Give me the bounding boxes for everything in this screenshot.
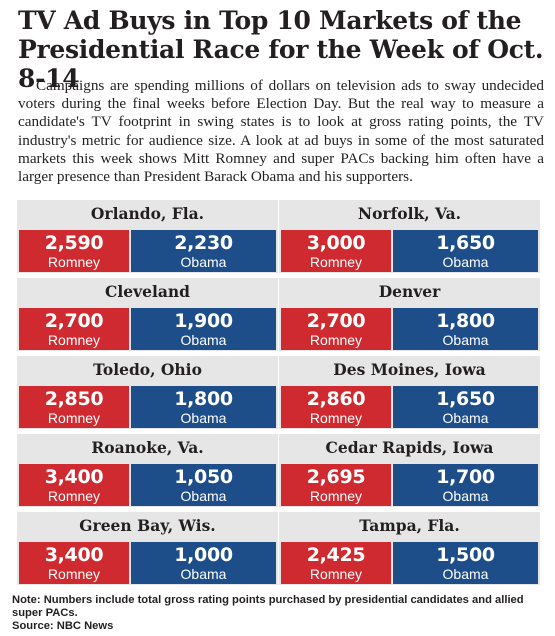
obama-value: 1,050: [174, 466, 233, 488]
romney-label: Romney: [47, 332, 101, 348]
obama-box: 1,000 Obama: [131, 542, 276, 584]
source-text: Source: NBC News: [12, 620, 114, 632]
obama-value: 1,500: [436, 544, 495, 566]
obama-value: 1,800: [174, 388, 233, 410]
obama-value: 1,700: [436, 466, 495, 488]
obama-box: 1,500 Obama: [393, 542, 538, 584]
market-name: Tampa, Fla.: [359, 516, 460, 535]
romney-value: 3,400: [44, 544, 104, 566]
romney-box: 2,860 Romney: [281, 386, 391, 428]
market-name: Toledo, Ohio: [93, 360, 202, 379]
romney-box: 2,850 Romney: [19, 386, 129, 428]
obama-value: 1,900: [174, 310, 233, 332]
obama-value: 2,230: [174, 232, 233, 254]
obama-label: Obama: [442, 566, 489, 582]
market-panel: Des Moines, Iowa 2,860 Romney 1,650 Obama: [279, 356, 540, 429]
romney-value: 2,590: [44, 232, 104, 254]
romney-value: 2,700: [44, 310, 104, 332]
obama-label: Obama: [180, 566, 227, 582]
obama-label: Obama: [180, 488, 227, 504]
market-name: Denver: [378, 282, 441, 301]
footnote: Note: Numbers include total gross rating…: [12, 594, 552, 633]
romney-box: 2,590 Romney: [19, 230, 129, 272]
market-name: Cleveland: [105, 282, 190, 301]
note-text: Note: Numbers include total gross rating…: [12, 594, 524, 619]
romney-label: Romney: [309, 254, 363, 270]
obama-label: Obama: [180, 254, 227, 270]
market-name: Orlando, Fla.: [90, 204, 205, 223]
romney-box: 3,400 Romney: [19, 542, 129, 584]
obama-box: 1,800 Obama: [393, 308, 538, 350]
romney-box: 2,425 Romney: [281, 542, 391, 584]
market-name: Cedar Rapids, Iowa: [325, 438, 494, 457]
markets-grid: Orlando, Fla. 2,590 Romney 2,230 Obama Norfol…: [0, 200, 555, 590]
obama-label: Obama: [180, 410, 227, 426]
market-panel: Norfolk, Va. 3,000 Romney 1,650 Obama: [279, 200, 540, 273]
obama-value: 1,000: [174, 544, 233, 566]
market-panel: Tampa, Fla. 2,425 Romney 1,500 Obama: [279, 512, 540, 585]
obama-box: 1,900 Obama: [131, 308, 276, 350]
market-panel: Cleveland 2,700 Romney 1,900 Obama: [17, 278, 278, 351]
romney-label: Romney: [309, 566, 363, 582]
romney-label: Romney: [309, 488, 363, 504]
romney-value: 2,860: [306, 388, 366, 410]
obama-value: 1,650: [436, 232, 495, 254]
obama-label: Obama: [442, 488, 489, 504]
romney-label: Romney: [47, 254, 101, 270]
obama-label: Obama: [442, 254, 489, 270]
obama-box: 1,650 Obama: [393, 230, 538, 272]
romney-box: 3,400 Romney: [19, 464, 129, 506]
market-panel: Orlando, Fla. 2,590 Romney 2,230 Obama: [17, 200, 278, 273]
obama-box: 2,230 Obama: [131, 230, 276, 272]
romney-value: 2,425: [306, 544, 366, 566]
market-name: Roanoke, Va.: [91, 438, 204, 457]
obama-value: 1,650: [436, 388, 495, 410]
market-name: Des Moines, Iowa: [333, 360, 486, 379]
romney-label: Romney: [47, 566, 101, 582]
romney-box: 2,695 Romney: [281, 464, 391, 506]
intro-paragraph: Campaigns are spending millions of dolla…: [18, 77, 544, 186]
romney-label: Romney: [309, 332, 363, 348]
romney-label: Romney: [47, 410, 101, 426]
romney-box: 2,700 Romney: [19, 308, 129, 350]
market-panel: Cedar Rapids, Iowa 2,695 Romney 1,700 Obama: [279, 434, 540, 507]
romney-value: 2,695: [306, 466, 366, 488]
obama-box: 1,650 Obama: [393, 386, 538, 428]
romney-value: 2,700: [306, 310, 366, 332]
romney-box: 2,700 Romney: [281, 308, 391, 350]
market-name: Green Bay, Wis.: [79, 516, 216, 535]
obama-box: 1,700 Obama: [393, 464, 538, 506]
romney-value: 2,850: [44, 388, 104, 410]
market-name: Norfolk, Va.: [357, 204, 462, 223]
market-panel: Roanoke, Va. 3,400 Romney 1,050 Obama: [17, 434, 278, 507]
market-panel: Toledo, Ohio 2,850 Romney 1,800 Obama: [17, 356, 278, 429]
obama-box: 1,050 Obama: [131, 464, 276, 506]
romney-box: 3,000 Romney: [281, 230, 391, 272]
obama-label: Obama: [180, 332, 227, 348]
market-panel: Green Bay, Wis. 3,400 Romney 1,000 Obama: [17, 512, 278, 585]
obama-box: 1,800 Obama: [131, 386, 276, 428]
obama-label: Obama: [442, 410, 489, 426]
chart-title: TV Ad Buys in Top 10 Markets of the Pres…: [18, 6, 544, 93]
obama-value: 1,800: [436, 310, 495, 332]
romney-label: Romney: [309, 410, 363, 426]
romney-label: Romney: [47, 488, 101, 504]
obama-label: Obama: [442, 332, 489, 348]
romney-value: 3,000: [306, 232, 366, 254]
market-panel: Denver 2,700 Romney 1,800 Obama: [279, 278, 540, 351]
romney-value: 3,400: [44, 466, 104, 488]
